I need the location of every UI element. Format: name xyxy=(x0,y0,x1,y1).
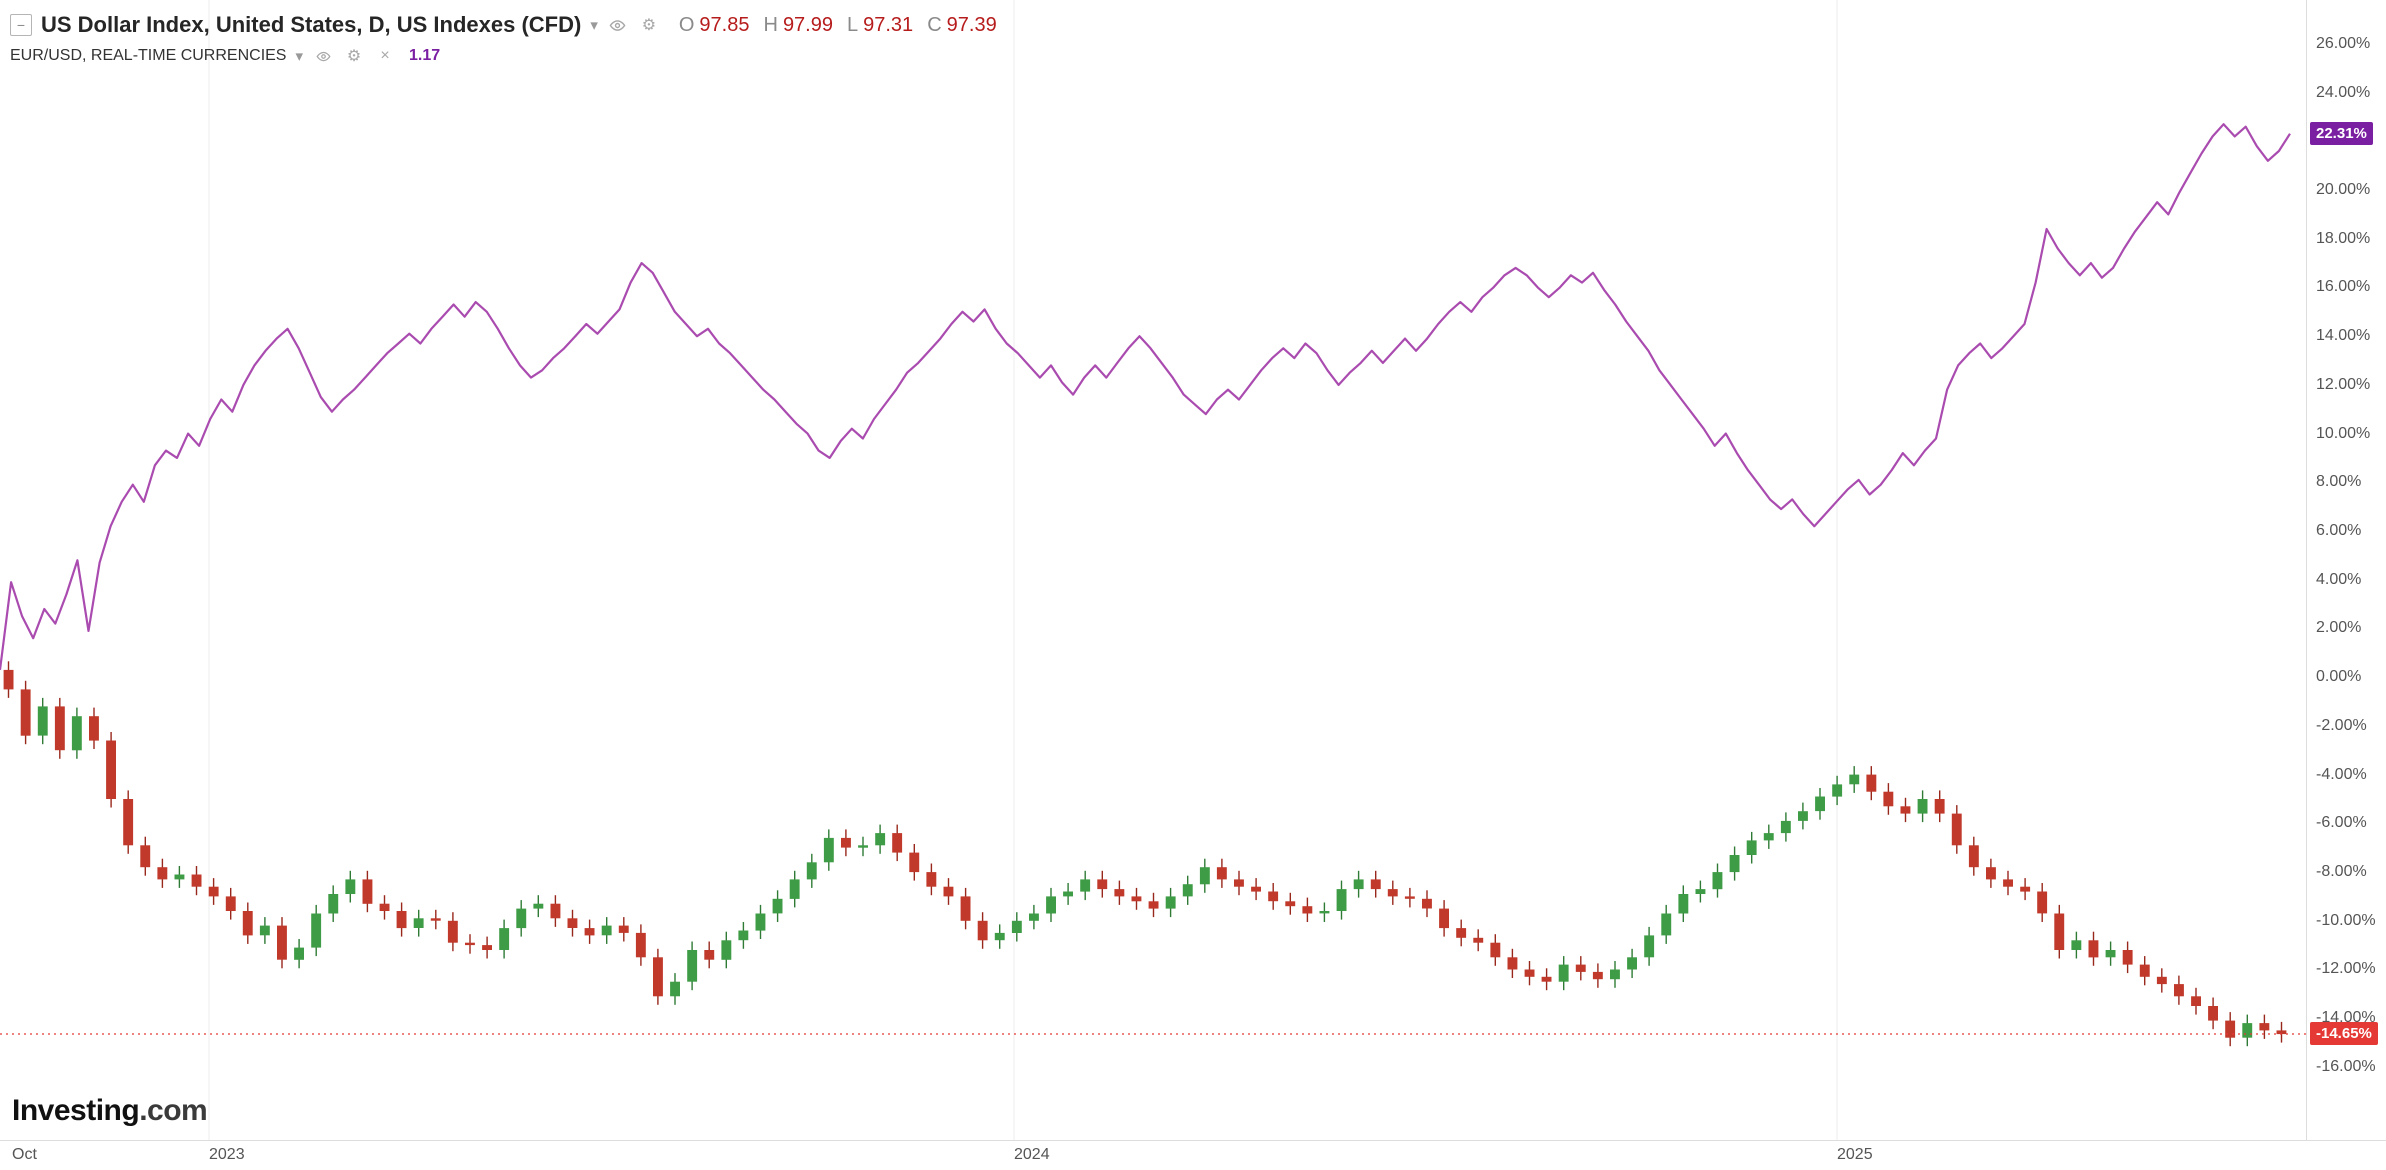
chevron-down-icon[interactable]: ▾ xyxy=(295,48,304,65)
investing-logo: Investing.com xyxy=(12,1094,208,1127)
symbol-title[interactable]: US Dollar Index, United States, D, US In… xyxy=(41,12,582,37)
y-axis-label: -16.00% xyxy=(2316,1057,2376,1075)
price-axis[interactable]: 26.00%24.00%22.00%20.00%18.00%16.00%14.0… xyxy=(2306,0,2386,1140)
y-axis-label: -4.00% xyxy=(2316,765,2367,783)
y-axis-label: -2.00% xyxy=(2316,716,2367,734)
x-axis-label: 2023 xyxy=(209,1146,245,1163)
y-axis-label: 24.00% xyxy=(2316,83,2371,101)
overlay-last-value: 1.17 xyxy=(409,47,441,64)
eurusd-line xyxy=(0,123,2291,671)
open-value: O 97.85 xyxy=(678,13,750,36)
close-value: C 97.39 xyxy=(927,13,997,36)
usd-index-candles xyxy=(3,661,2287,1047)
chart-canvas[interactable]: − US Dollar Index, United States, D, US … xyxy=(0,0,2306,1140)
y-axis-label: -10.00% xyxy=(2316,911,2376,929)
high-value: H 97.99 xyxy=(763,13,833,36)
chart-legend: − US Dollar Index, United States, D, US … xyxy=(10,12,997,67)
collapse-legend-icon[interactable]: − xyxy=(10,14,32,36)
x-axis-label: 2025 xyxy=(1837,1146,1873,1163)
visibility-icon[interactable] xyxy=(312,45,334,67)
settings-icon[interactable]: ⚙ xyxy=(641,17,657,34)
y-axis-label: 0.00% xyxy=(2316,668,2362,686)
y-axis-label: 8.00% xyxy=(2316,473,2362,491)
y-axis-label: -12.00% xyxy=(2316,960,2376,978)
x-axis-label: 2024 xyxy=(1014,1146,1050,1163)
visibility-icon[interactable] xyxy=(607,14,629,36)
chevron-down-icon[interactable]: ▾ xyxy=(590,17,598,34)
close-icon[interactable]: × xyxy=(380,47,390,64)
y-axis-label: 20.00% xyxy=(2316,181,2371,198)
overlay-legend-row: EUR/USD, REAL-TIME CURRENCIES ▾ ⚙ × 1.17 xyxy=(10,45,997,67)
y-axis-label: 26.00% xyxy=(2316,34,2371,52)
y-axis-label: 2.00% xyxy=(2316,619,2362,637)
symbol-legend-row: − US Dollar Index, United States, D, US … xyxy=(10,12,997,38)
y-axis-label: -14.00% xyxy=(2316,1009,2376,1027)
y-axis-label: 6.00% xyxy=(2316,522,2362,540)
y-axis-label: 14.00% xyxy=(2316,327,2371,345)
last-price-label: 22.31% xyxy=(2310,121,2373,145)
ohlc-values: O 97.85 H 97.99 L 97.31 C 97.39 xyxy=(679,14,997,37)
price-chart-svg[interactable] xyxy=(0,0,2306,1140)
y-axis-label: 4.00% xyxy=(2316,570,2362,588)
y-axis-label: 10.00% xyxy=(2316,424,2371,442)
last-price-label: -14.65% xyxy=(2310,1022,2378,1046)
low-value: L 97.31 xyxy=(847,13,914,36)
y-axis-label: -6.00% xyxy=(2316,814,2367,832)
y-axis-label: 18.00% xyxy=(2316,229,2371,247)
overlay-title[interactable]: EUR/USD, REAL-TIME CURRENCIES xyxy=(10,47,287,64)
settings-icon[interactable]: ⚙ xyxy=(346,48,362,65)
y-axis-label: 12.00% xyxy=(2316,375,2371,393)
time-axis[interactable]: Oct 2023 2024 2025 xyxy=(0,1140,2386,1170)
y-axis-label: -8.00% xyxy=(2316,863,2367,881)
x-axis-label: Oct xyxy=(12,1146,37,1163)
year-gridlines xyxy=(208,0,1838,1140)
y-axis-label: 16.00% xyxy=(2316,278,2371,296)
